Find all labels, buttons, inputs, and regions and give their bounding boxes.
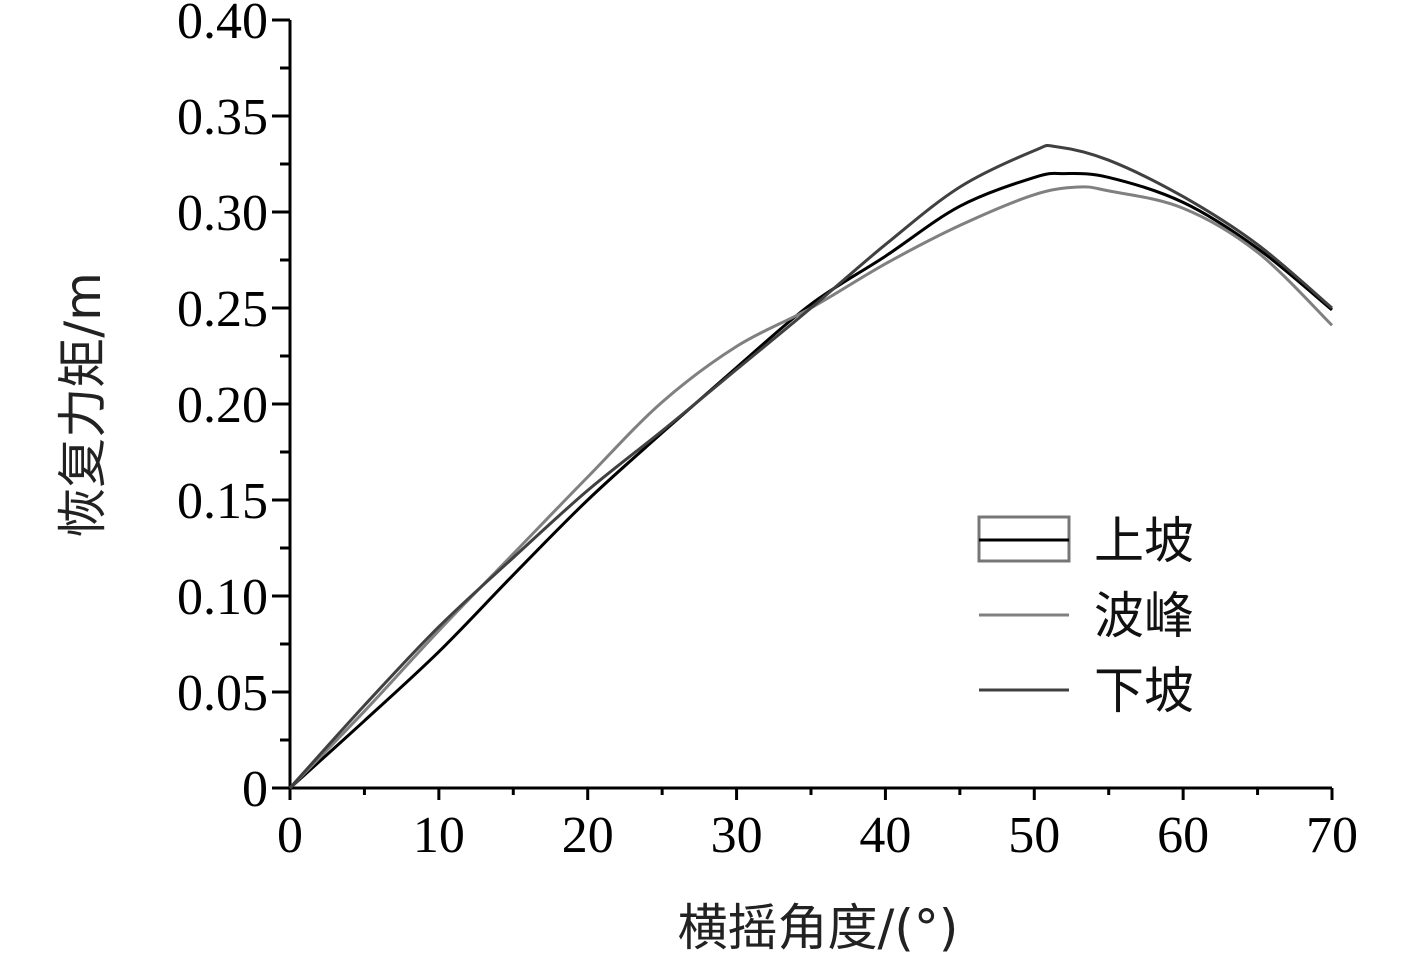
x-tick-label: 50 xyxy=(1008,807,1060,864)
x-tick-label: 20 xyxy=(562,807,614,864)
y-tick-label: 0.35 xyxy=(177,89,268,146)
x-axis-title: 横摇角度/(°) xyxy=(678,899,959,957)
y-tick-label: 0.05 xyxy=(177,665,268,722)
y-tick-label: 0.15 xyxy=(177,473,268,530)
y-tick-label: 0.40 xyxy=(177,0,268,50)
y-axis-title: 恢复力矩/m xyxy=(54,272,112,538)
y-tick-label: 0 xyxy=(242,761,268,818)
y-tick-label: 0.30 xyxy=(177,185,268,242)
legend-label-3: 下坡 xyxy=(1094,662,1194,720)
legend-label-2: 波峰 xyxy=(1094,587,1194,645)
y-tick-label: 0.20 xyxy=(177,377,268,434)
x-tick-label: 60 xyxy=(1157,807,1209,864)
x-tick-label: 40 xyxy=(859,807,911,864)
x-tick-label: 30 xyxy=(711,807,763,864)
y-tick-label: 0.10 xyxy=(177,569,268,626)
series-lines xyxy=(288,143,1334,790)
series-line-3 xyxy=(288,143,1333,790)
x-tick-label: 70 xyxy=(1306,807,1358,864)
y-tick-label: 0.25 xyxy=(177,281,268,338)
legend-label-1: 上坡 xyxy=(1094,512,1194,570)
axes: 0 10 20 30 40 50 60 70 0 0.05 0.10 0.15 0.20 0.25 0.30… xyxy=(177,0,1358,864)
series-line-1 xyxy=(288,171,1333,790)
x-tick-label: 0 xyxy=(277,807,303,864)
x-tick-label: 10 xyxy=(413,807,465,864)
